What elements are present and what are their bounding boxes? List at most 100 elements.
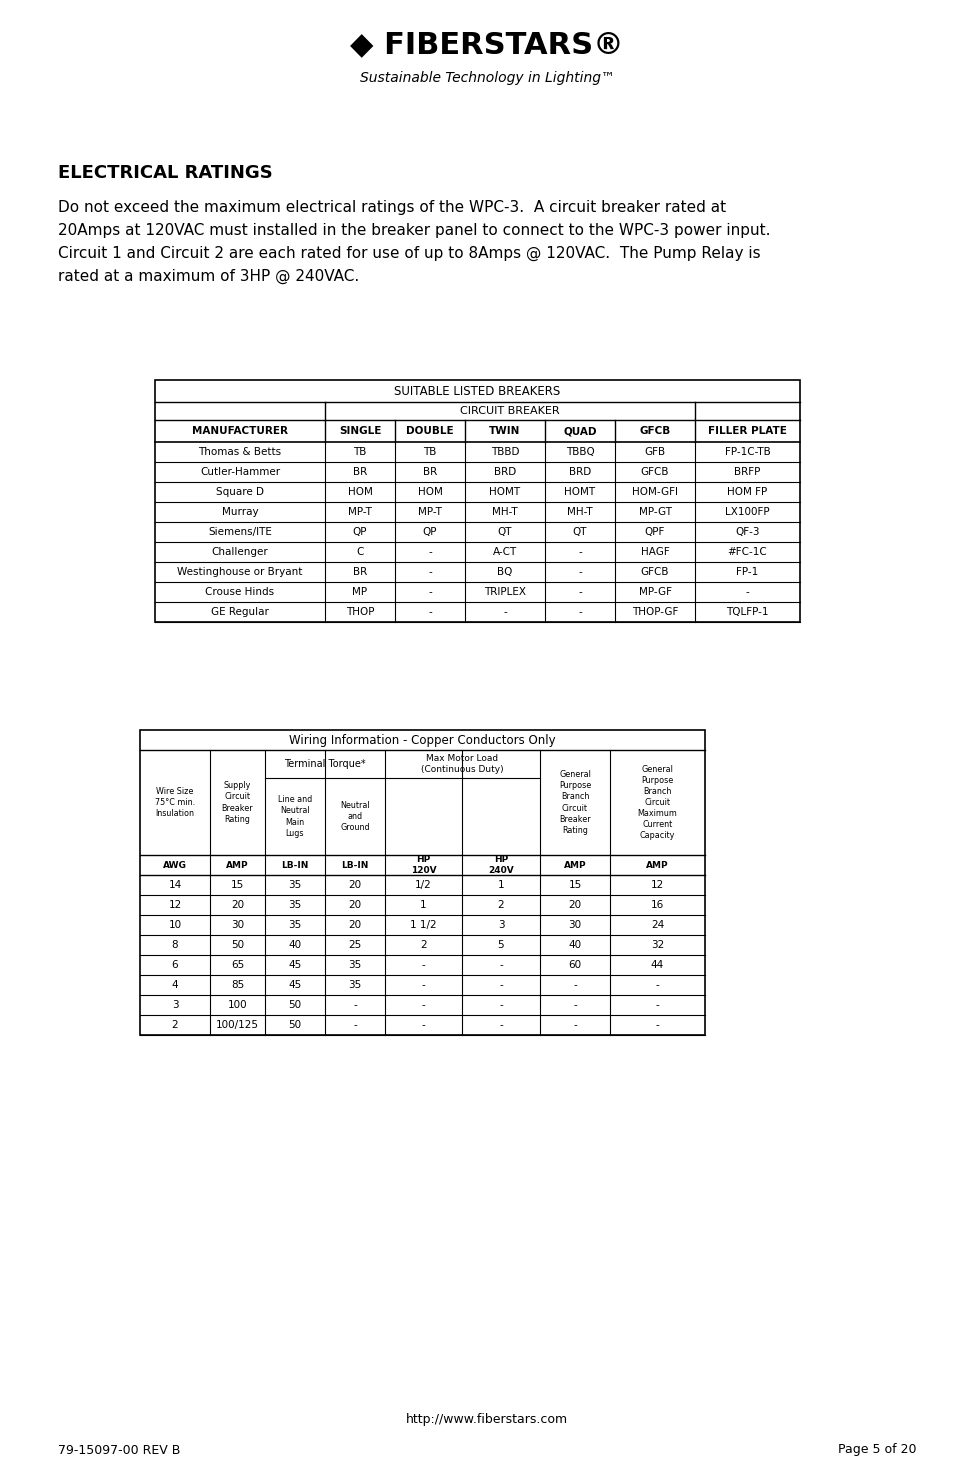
Text: TB: TB (424, 447, 436, 457)
Text: THOP-GF: THOP-GF (632, 608, 678, 616)
Text: #FC-1C: #FC-1C (728, 547, 768, 558)
Text: GE Regular: GE Regular (211, 608, 269, 616)
Text: 40: 40 (569, 940, 581, 950)
Text: BR: BR (353, 566, 367, 577)
Text: 45: 45 (288, 961, 302, 969)
Bar (140, 730, 705, 1036)
Text: -: - (579, 566, 581, 577)
Text: ELECTRICAL RATINGS: ELECTRICAL RATINGS (58, 163, 273, 182)
Text: HAGF: HAGF (641, 547, 669, 558)
Text: BQ: BQ (498, 566, 512, 577)
Text: TB: TB (354, 447, 366, 457)
Text: CIRCUIT BREAKER: CIRCUIT BREAKER (460, 406, 560, 416)
Text: Page 5 of 20: Page 5 of 20 (838, 1443, 916, 1456)
Text: Line and
Neutral
Main
Lugs: Line and Neutral Main Lugs (278, 796, 312, 837)
Text: 20: 20 (349, 919, 361, 930)
Text: Terminal Torque*: Terminal Torque* (284, 759, 366, 769)
Text: QT: QT (498, 527, 512, 537)
Text: 20: 20 (569, 900, 581, 911)
Text: -: - (579, 587, 581, 597)
Text: Sustainable Technology in Lighting™: Sustainable Technology in Lighting™ (359, 71, 615, 85)
Text: MH-T: MH-T (492, 507, 518, 516)
Text: Circuit 1 and Circuit 2 are each rated for use of up to 8Amps @ 120VAC.  The Pum: Circuit 1 and Circuit 2 are each rated f… (58, 246, 761, 262)
Text: 1/2: 1/2 (415, 880, 431, 890)
Text: -: - (499, 961, 503, 969)
Text: LB-IN: LB-IN (281, 861, 309, 869)
Text: MP-T: MP-T (348, 507, 372, 516)
Text: HOM-GFI: HOM-GFI (632, 487, 678, 497)
Text: Square D: Square D (216, 487, 264, 497)
Text: BR: BR (353, 466, 367, 477)
Text: AMP: AMP (646, 861, 669, 869)
Text: LX100FP: LX100FP (726, 507, 769, 516)
Text: http://www.fiberstars.com: http://www.fiberstars.com (406, 1414, 568, 1427)
Text: -: - (429, 547, 431, 558)
Text: -: - (579, 608, 581, 616)
Text: 40: 40 (288, 940, 302, 950)
Text: 24: 24 (651, 919, 664, 930)
Text: Westinghouse or Bryant: Westinghouse or Bryant (177, 566, 303, 577)
Text: -: - (429, 608, 431, 616)
Text: QUAD: QUAD (563, 427, 597, 435)
Text: HOMT: HOMT (565, 487, 595, 497)
Text: General
Purpose
Branch
Circuit
Maximum
Current
Capacity: General Purpose Branch Circuit Maximum C… (638, 765, 678, 840)
Text: 60: 60 (569, 961, 581, 969)
Text: 45: 45 (288, 980, 302, 990)
Text: TBBD: TBBD (491, 447, 519, 457)
Text: General
Purpose
Branch
Circuit
Breaker
Rating: General Purpose Branch Circuit Breaker R… (559, 771, 591, 834)
Text: 1 1/2: 1 1/2 (410, 919, 436, 930)
Text: TQLFP-1: TQLFP-1 (727, 608, 768, 616)
Text: 12: 12 (169, 900, 181, 911)
Text: 6: 6 (171, 961, 178, 969)
Text: 8: 8 (171, 940, 178, 950)
Text: AWG: AWG (163, 861, 187, 869)
Text: 15: 15 (231, 880, 244, 890)
Text: 30: 30 (231, 919, 244, 930)
Text: -: - (579, 547, 581, 558)
Text: 79-15097-00 REV B: 79-15097-00 REV B (58, 1443, 180, 1456)
Text: SINGLE: SINGLE (339, 427, 381, 435)
Text: Supply
Circuit
Breaker
Rating: Supply Circuit Breaker Rating (222, 781, 253, 824)
Text: MP-GF: MP-GF (639, 587, 671, 597)
Text: Cutler-Hammer: Cutler-Hammer (200, 466, 281, 477)
Text: BRD: BRD (569, 466, 591, 477)
Text: Murray: Murray (222, 507, 258, 516)
Text: Wire Size
75°C min.
Insulation: Wire Size 75°C min. Insulation (155, 787, 195, 818)
Text: 50: 50 (231, 940, 244, 950)
Text: 35: 35 (349, 980, 361, 990)
Text: 3: 3 (171, 1000, 178, 1011)
Text: 25: 25 (349, 940, 361, 950)
Text: TWIN: TWIN (489, 427, 521, 435)
Text: rated at a maximum of 3HP @ 240VAC.: rated at a maximum of 3HP @ 240VAC. (58, 269, 359, 284)
Text: FP-1: FP-1 (736, 566, 759, 577)
Text: 20: 20 (349, 880, 361, 890)
Text: 20: 20 (231, 900, 244, 911)
Text: 100: 100 (228, 1000, 247, 1011)
Text: 50: 50 (288, 1019, 302, 1030)
Text: -: - (573, 1000, 577, 1011)
Text: 65: 65 (231, 961, 244, 969)
Text: BRD: BRD (494, 466, 516, 477)
Text: 2: 2 (498, 900, 505, 911)
Text: 35: 35 (288, 919, 302, 930)
Text: -: - (499, 980, 503, 990)
Text: HOM FP: HOM FP (728, 487, 768, 497)
Text: Crouse Hinds: Crouse Hinds (206, 587, 275, 597)
Text: AMP: AMP (226, 861, 248, 869)
Text: MH-T: MH-T (567, 507, 593, 516)
Text: QPF: QPF (645, 527, 665, 537)
Text: HOMT: HOMT (490, 487, 520, 497)
Text: -: - (422, 980, 426, 990)
Text: GFCB: GFCB (641, 466, 669, 477)
Text: 1: 1 (420, 900, 427, 911)
Text: -: - (354, 1019, 356, 1030)
Text: GFB: GFB (645, 447, 665, 457)
Text: -: - (656, 1000, 659, 1011)
Text: Siemens/ITE: Siemens/ITE (208, 527, 272, 537)
Text: A-CT: A-CT (493, 547, 517, 558)
Text: -: - (429, 566, 431, 577)
Text: 1: 1 (498, 880, 505, 890)
Text: 15: 15 (569, 880, 581, 890)
Text: GFCB: GFCB (641, 566, 669, 577)
Text: 32: 32 (651, 940, 664, 950)
